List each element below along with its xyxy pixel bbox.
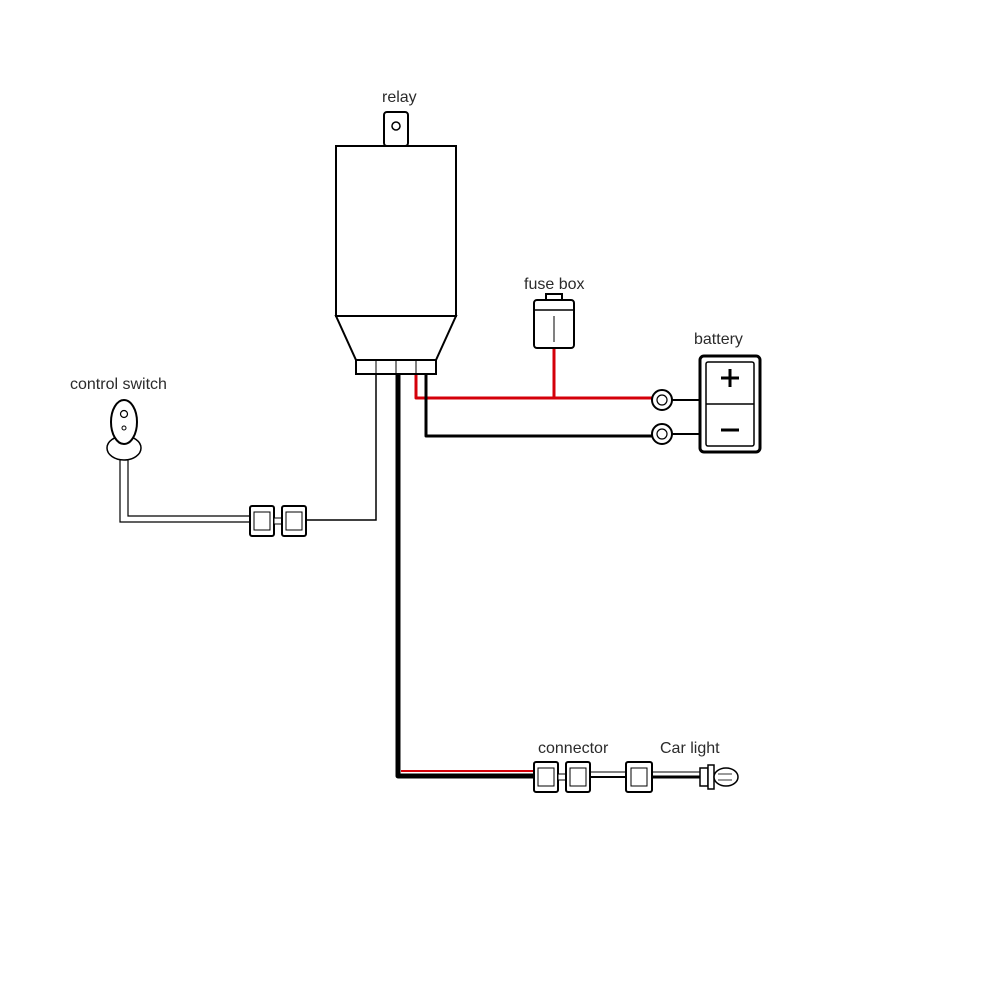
wire-negative-relay-battery bbox=[426, 374, 652, 436]
battery-terminal-pos bbox=[652, 390, 672, 410]
label-connector: connector bbox=[538, 740, 609, 757]
wiring-diagram: relay fuse box battery control switch connec… bbox=[0, 0, 1000, 1000]
label-car-light: Car light bbox=[660, 740, 720, 757]
fuse-box bbox=[534, 294, 574, 348]
label-control-switch: control switch bbox=[70, 376, 167, 393]
label-relay: relay bbox=[382, 89, 417, 106]
wire-relay-to-switch-connector bbox=[306, 374, 376, 520]
bulb-icon bbox=[714, 768, 738, 786]
wire-main-output bbox=[398, 374, 534, 776]
wire-positive-relay-fuse-battery bbox=[416, 348, 652, 398]
control-switch bbox=[107, 400, 141, 460]
relay bbox=[336, 112, 456, 374]
battery bbox=[652, 356, 760, 452]
wire-switch-a bbox=[120, 460, 260, 522]
label-fuse-box: fuse box bbox=[524, 276, 584, 293]
label-battery: battery bbox=[694, 331, 743, 348]
wire-switch-b bbox=[128, 460, 260, 516]
car-light bbox=[626, 762, 738, 792]
output-connector bbox=[534, 762, 590, 792]
battery-terminal-neg bbox=[652, 424, 672, 444]
switch-connector bbox=[250, 506, 306, 536]
